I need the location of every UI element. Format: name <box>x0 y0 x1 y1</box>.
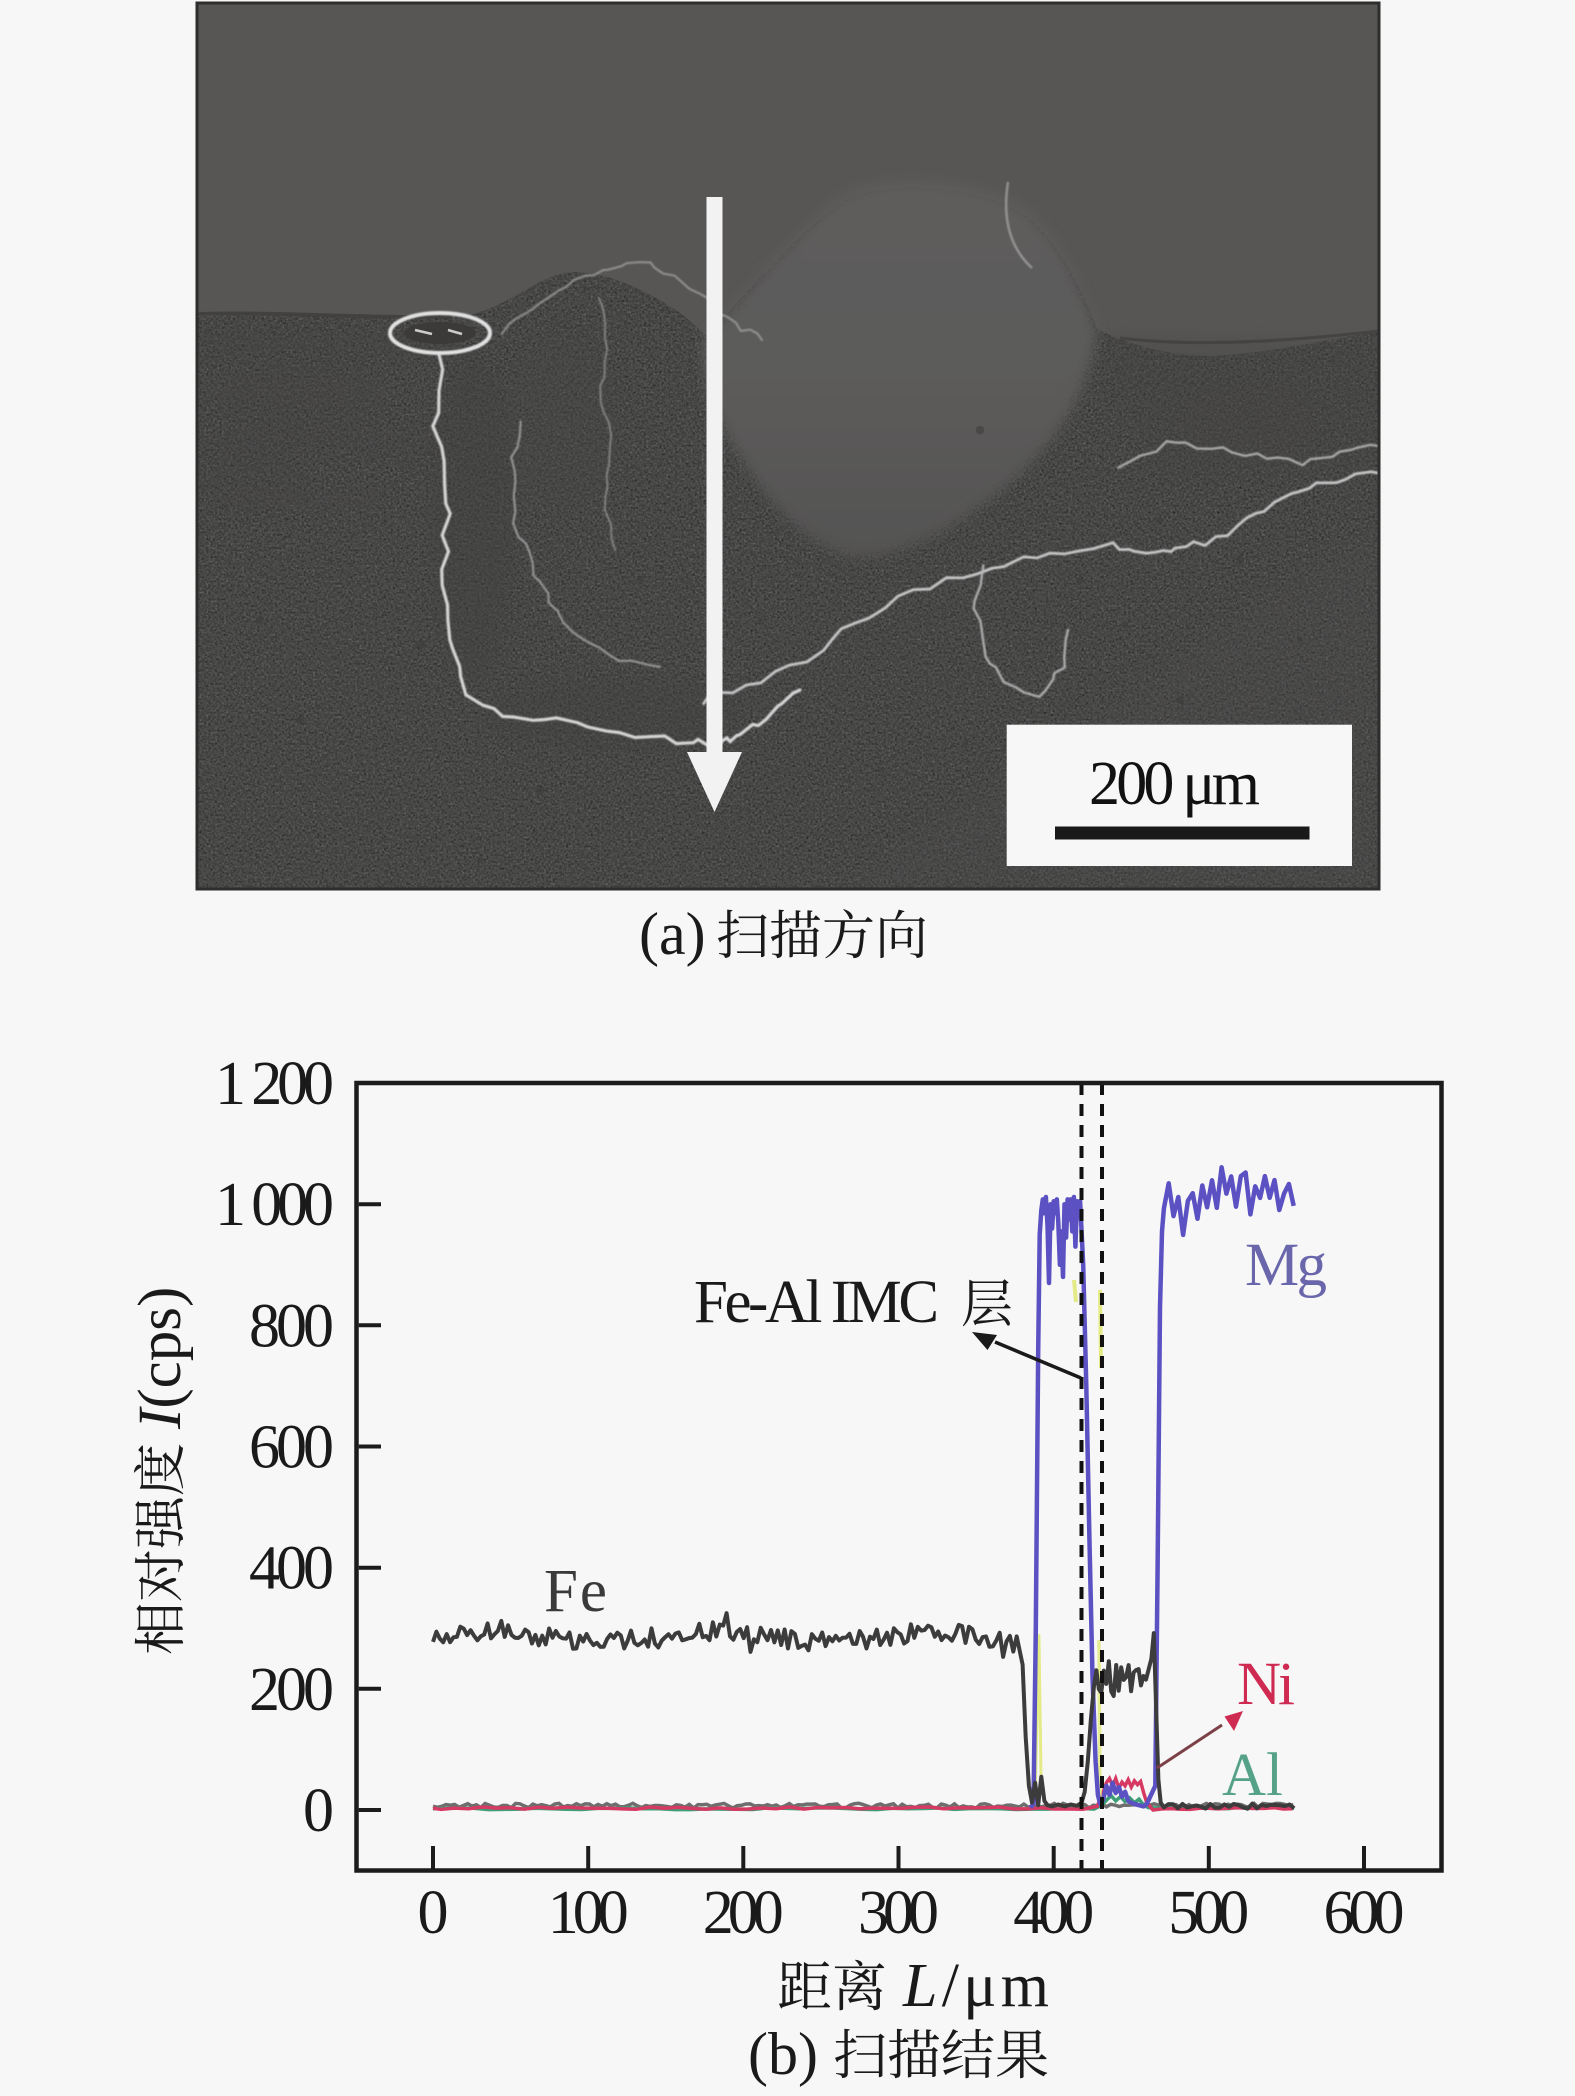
svg-text:500: 500 <box>1168 1879 1249 1947</box>
svg-text:200 μm: 200 μm <box>1089 750 1260 818</box>
svg-text:100: 100 <box>548 1879 629 1947</box>
svg-text:Ni: Ni <box>1237 1651 1295 1718</box>
svg-text:Mg: Mg <box>1245 1232 1327 1299</box>
svg-text:800: 800 <box>249 1292 334 1360</box>
svg-text:0: 0 <box>418 1879 449 1947</box>
svg-text:I(cps): I(cps) <box>127 1287 194 1430</box>
svg-text:Fe-Al IMC: Fe-Al IMC <box>694 1269 939 1336</box>
svg-text:600: 600 <box>249 1414 334 1482</box>
svg-text:Al: Al <box>1222 1742 1283 1809</box>
svg-text:0: 0 <box>303 1777 334 1845</box>
svg-text:600: 600 <box>1324 1879 1405 1947</box>
svg-text:400: 400 <box>249 1535 334 1603</box>
svg-text:Fe: Fe <box>544 1558 607 1625</box>
svg-text:1 000: 1 000 <box>215 1171 334 1239</box>
svg-text:L/μm: L/μm <box>902 1952 1049 2020</box>
svg-text:300: 300 <box>858 1879 939 1947</box>
svg-text:(a): (a) <box>639 901 706 967</box>
svg-text:400: 400 <box>1013 1879 1094 1947</box>
svg-text:1 200: 1 200 <box>215 1050 334 1118</box>
svg-text:200: 200 <box>703 1879 784 1947</box>
svg-text:(b): (b) <box>748 2021 818 2087</box>
svg-text:200: 200 <box>249 1656 334 1724</box>
